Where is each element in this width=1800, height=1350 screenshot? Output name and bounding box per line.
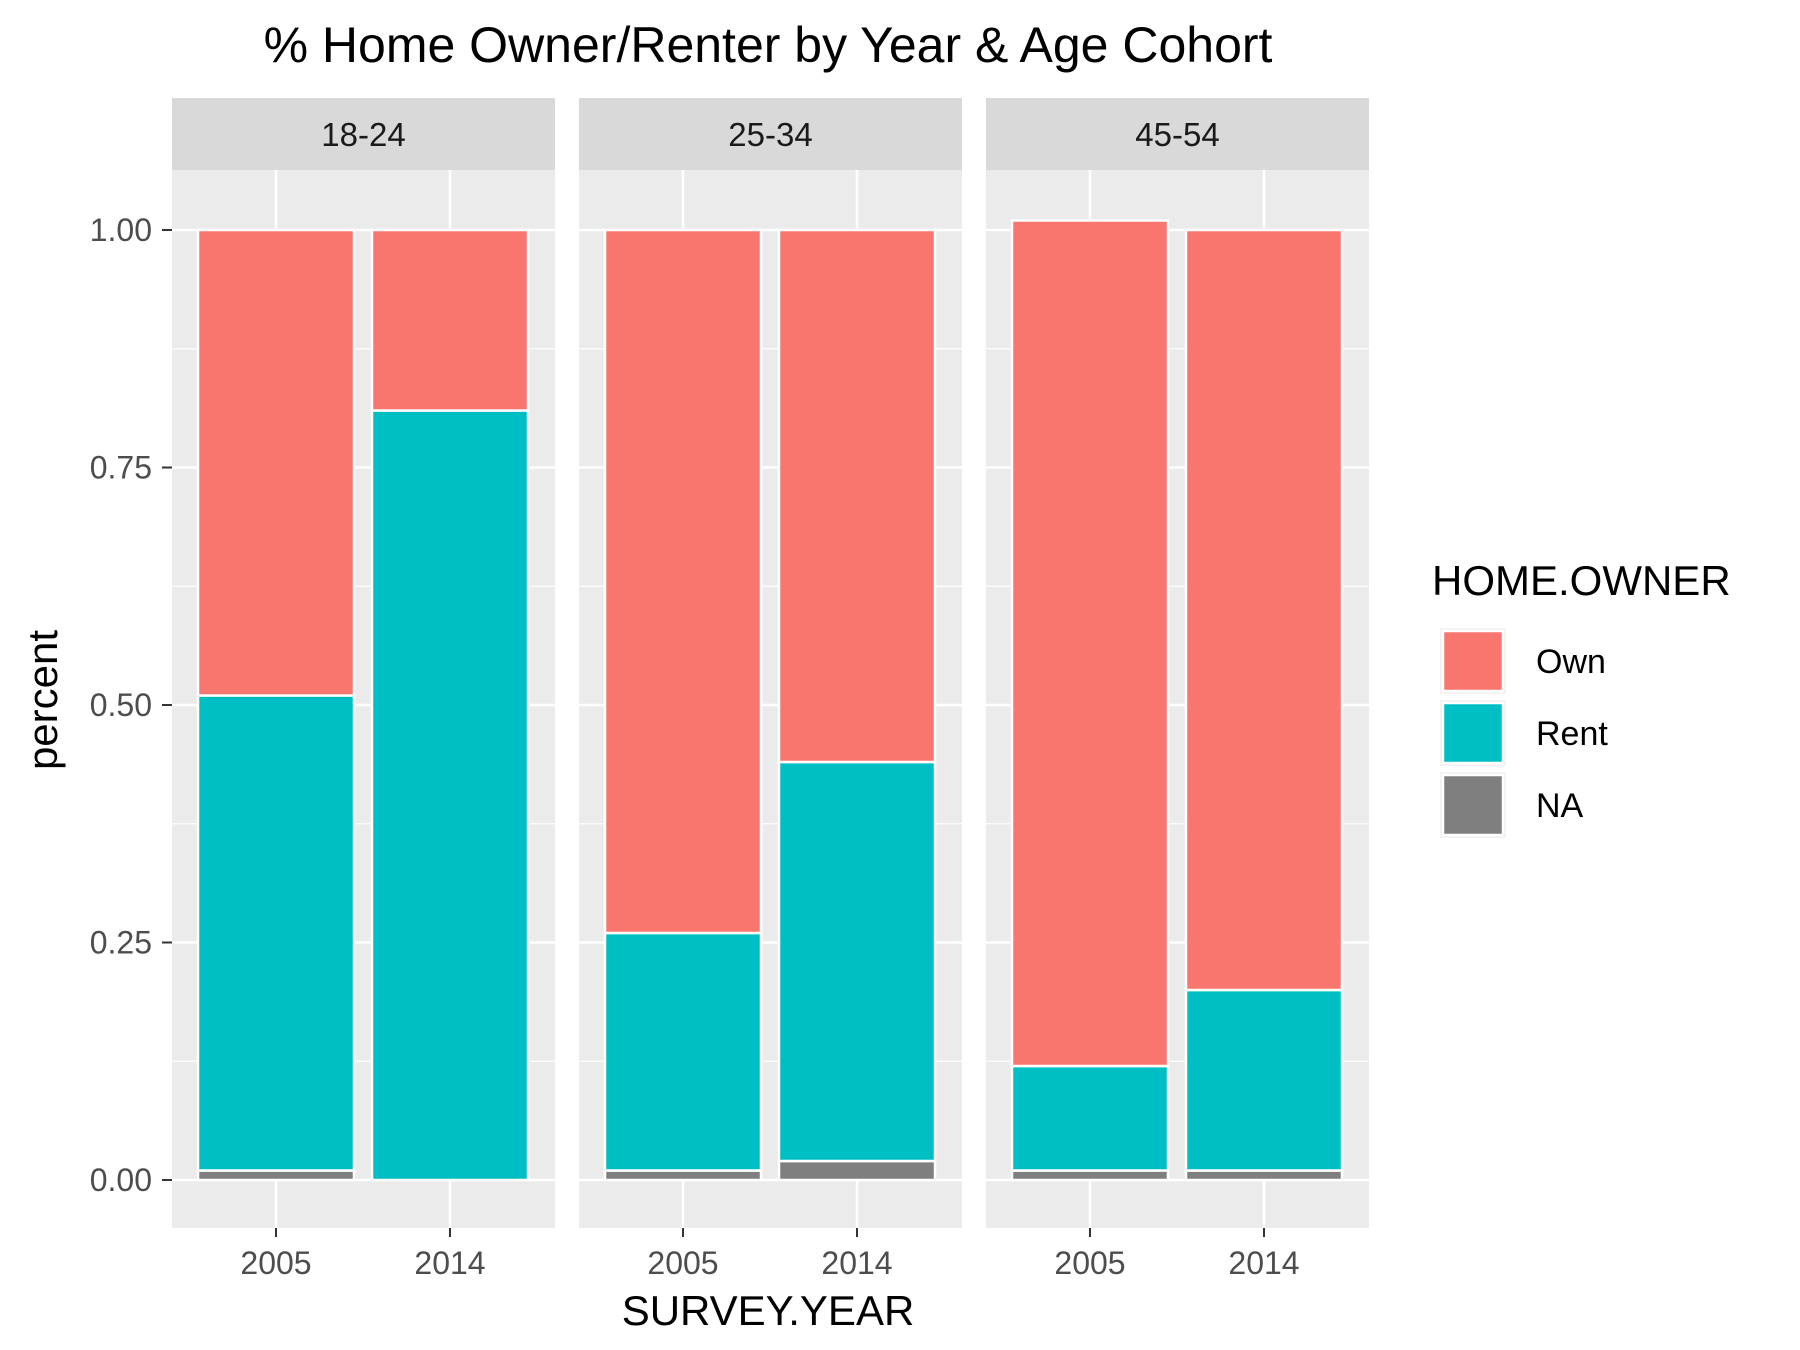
bar-18-24-2005-rent [196, 694, 356, 1172]
facet-25-34: 25-34 2005 2014 [579, 98, 962, 1281]
y-tick-label: 0.75 [90, 450, 152, 486]
bar-25-34-2005-own [603, 228, 763, 935]
bar-45-54-2005-na [1010, 1169, 1170, 1182]
legend-swatch [1441, 773, 1505, 837]
legend-swatch [1441, 629, 1505, 693]
legend-label: Own [1536, 643, 1606, 681]
bar-45-54-2014-na [1184, 1169, 1344, 1182]
bar-25-34-2014-na [777, 1159, 937, 1182]
bar-25-34-2014-rent [777, 760, 937, 1163]
bar-25-34-2014-own [777, 228, 937, 764]
y-tick-label: 1.00 [90, 212, 152, 248]
bar-45-54-2005-rent [1010, 1064, 1170, 1172]
chart-title: % Home Owner/Renter by Year & Age Cohort [264, 17, 1273, 73]
legend-item-na: NA [1440, 772, 1584, 838]
x-axis-title: SURVEY.YEAR [622, 1287, 915, 1334]
bar-45-54-2014-rent [1184, 988, 1344, 1172]
bar-45-54-2005-own [1010, 219, 1170, 1068]
y-axis: 0.00 0.25 0.50 0.75 1.00 [90, 212, 172, 1198]
legend-item-rent: Rent [1440, 700, 1608, 766]
x-tick-label: 2014 [414, 1245, 485, 1281]
facet-strip-label: 45-54 [1135, 116, 1219, 153]
bar-18-24-2014-own [370, 228, 530, 412]
y-tick-label: 0.25 [90, 925, 152, 961]
facet-strip-label: 18-24 [321, 116, 405, 153]
bar-25-34-2005-rent [603, 931, 763, 1172]
bar-18-24-2014-rent [370, 409, 530, 1182]
legend-label: Rent [1536, 715, 1608, 753]
x-tick-label: 2014 [821, 1245, 892, 1281]
legend-label: NA [1536, 787, 1584, 825]
facet-strip [172, 98, 555, 170]
legend-swatch [1441, 701, 1505, 765]
y-axis-title: percent [19, 630, 66, 770]
bar-18-24-2005-na [196, 1169, 356, 1182]
x-tick-label: 2005 [240, 1245, 311, 1281]
facet-45-54: 45-54 2005 2014 [986, 98, 1369, 1281]
legend-item-own: Own [1440, 628, 1606, 694]
facet-18-24: 18-24 2005 2014 [172, 98, 555, 1281]
facet-strip [986, 98, 1369, 170]
legend: HOME.OWNER Own Rent NA [1432, 557, 1731, 838]
x-tick-label: 2005 [1054, 1245, 1125, 1281]
x-tick-label: 2005 [647, 1245, 718, 1281]
facet-strip-label: 25-34 [728, 116, 812, 153]
y-tick-label: 0.00 [90, 1162, 152, 1198]
y-tick-label: 0.50 [90, 687, 152, 723]
legend-title: HOME.OWNER [1432, 557, 1731, 604]
bar-18-24-2005-own [196, 228, 356, 697]
bar-25-34-2005-na [603, 1169, 763, 1182]
facet-panels: 18-24 2005 2014 25-34 2005 2014 45-54 2005 2014 [172, 98, 1369, 1281]
bar-45-54-2014-own [1184, 228, 1344, 992]
facet-strip [579, 98, 962, 170]
x-tick-label: 2014 [1228, 1245, 1299, 1281]
